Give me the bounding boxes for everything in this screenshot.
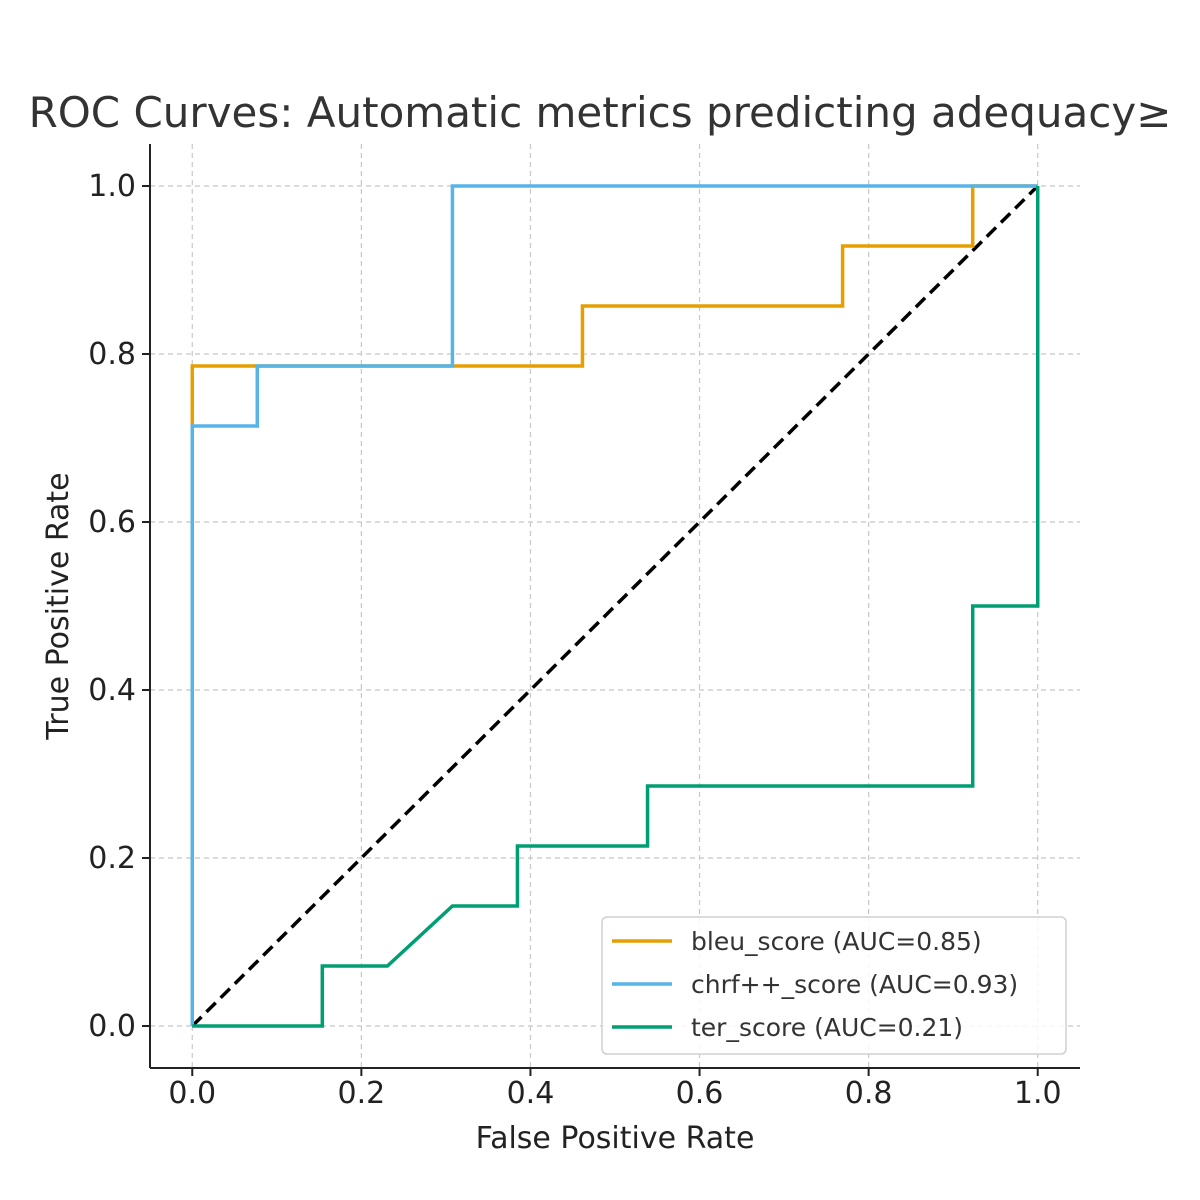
y-tick-label: 0.8 <box>88 337 136 372</box>
y-tick-label: 0.4 <box>88 673 136 708</box>
x-axis-label: False Positive Rate <box>476 1121 755 1156</box>
x-tick-label: 0.8 <box>845 1076 893 1111</box>
x-ticks: 0.0 0.2 0.4 0.6 0.8 1.0 <box>168 1068 1062 1111</box>
legend-entry-1: chrf++_score (AUC=0.93) <box>691 970 1018 999</box>
legend: bleu_score (AUC=0.85) chrf++_score (AUC=0… <box>601 916 1067 1055</box>
x-tick-label: 0.0 <box>168 1076 216 1111</box>
series-line-0 <box>190 184 1038 426</box>
y-tick-label: 0.6 <box>88 505 136 540</box>
y-tick-label: 1.0 <box>88 169 136 204</box>
x-tick-label: 0.4 <box>507 1076 555 1111</box>
y-ticks: 0.0 0.2 0.4 0.6 0.8 1.0 <box>88 169 150 1044</box>
chance-diagonal-line <box>191 184 1039 1028</box>
roc-series <box>190 184 1040 1028</box>
series-line-2 <box>192 186 1040 1028</box>
legend-entry-0: bleu_score (AUC=0.85) <box>691 927 982 956</box>
x-tick-label: 1.0 <box>1014 1076 1062 1111</box>
legend-box <box>601 916 1067 1055</box>
axes <box>149 144 1080 1069</box>
x-tick-label: 0.6 <box>676 1076 724 1111</box>
y-tick-label: 0.2 <box>88 841 136 876</box>
chart-title: ROC Curves: Automatic metrics predicting… <box>29 88 1172 137</box>
x-tick-label: 0.2 <box>338 1076 386 1111</box>
reference-diagonal <box>191 184 1039 1028</box>
y-tick-label: 0.0 <box>88 1009 136 1044</box>
legend-entry-2: ter_score (AUC=0.21) <box>691 1013 963 1042</box>
series-line-1 <box>190 184 1038 1026</box>
y-axis-label: True Positive Rate <box>41 472 76 740</box>
